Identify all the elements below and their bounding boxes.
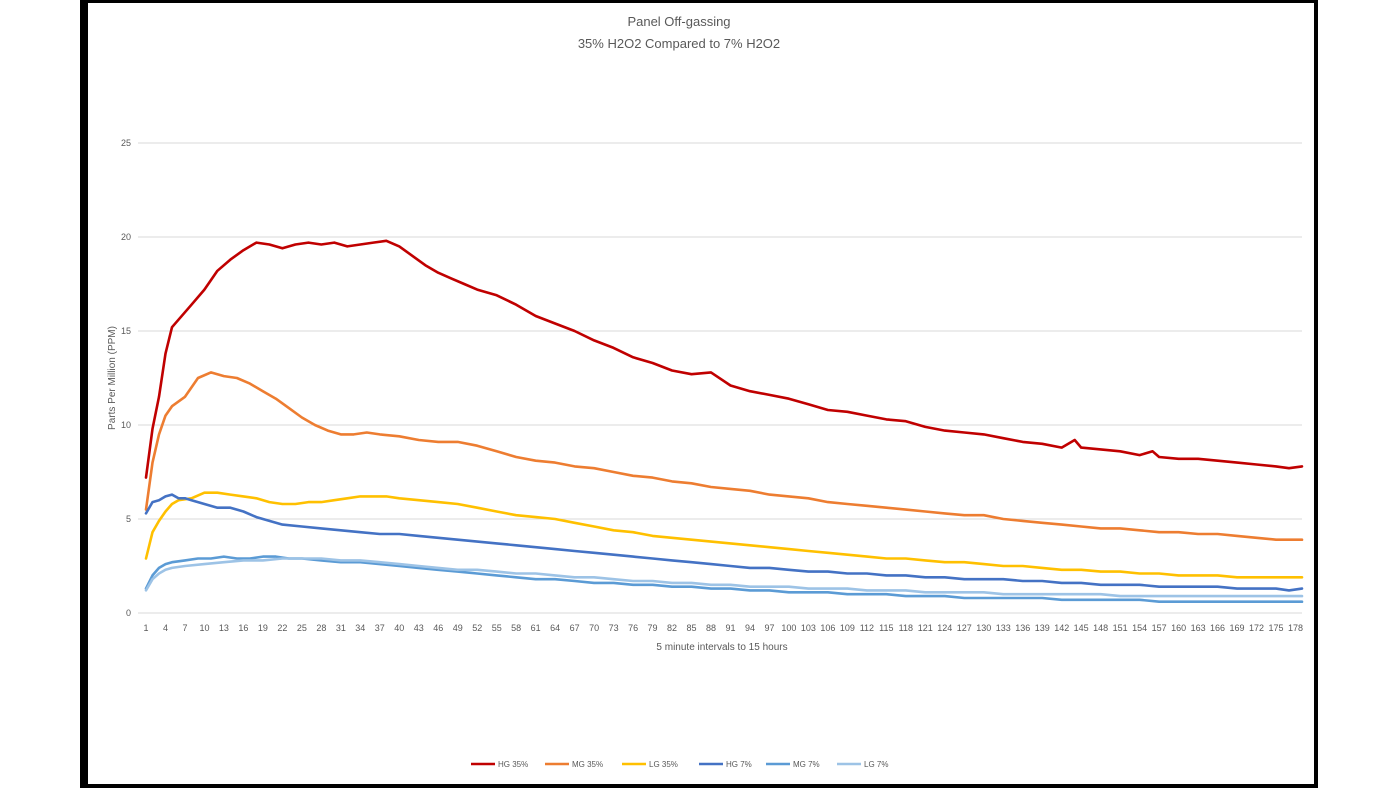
x-tick-label: 118 (899, 623, 913, 633)
series-line-lg-35- (144, 491, 1304, 579)
x-tick-label: 148 (1093, 623, 1108, 633)
x-tick-label: 4 (163, 623, 168, 633)
chart-subtitle: 35% H2O2 Compared to 7% H2O2 (578, 36, 780, 51)
x-tick-label: 28 (316, 623, 326, 633)
series-line-hg-7- (144, 493, 1304, 592)
x-tick-label: 79 (648, 623, 658, 633)
x-tick-label: 178 (1288, 623, 1303, 633)
y-tick-label: 5 (126, 514, 131, 524)
x-tick-label: 157 (1152, 623, 1167, 633)
x-tick-label: 37 (375, 623, 385, 633)
x-tick-label: 76 (628, 623, 638, 633)
x-tick-label: 151 (1113, 623, 1128, 633)
x-tick-label: 61 (531, 623, 541, 633)
legend-label: MG 35% (572, 760, 603, 769)
x-tick-label: 16 (238, 623, 248, 633)
x-tick-label: 70 (589, 623, 599, 633)
x-tick-label: 82 (667, 623, 677, 633)
x-tick-label: 130 (976, 623, 991, 633)
x-tick-label: 52 (472, 623, 482, 633)
series-line-mg-35- (144, 371, 1304, 542)
x-tick-label: 88 (706, 623, 716, 633)
gridlines (138, 142, 1302, 614)
x-tick-label: 160 (1171, 623, 1186, 633)
y-tick-label: 20 (121, 232, 131, 242)
chart-panel (88, 3, 1314, 784)
x-axis-title: 5 minute intervals to 15 hours (656, 642, 787, 653)
series-line-lg-7- (144, 557, 1304, 598)
x-tick-label: 13 (219, 623, 229, 633)
x-tick-label: 175 (1269, 623, 1284, 633)
x-tick-label: 97 (764, 623, 774, 633)
legend-label: HG 35% (498, 760, 528, 769)
x-tick-label: 58 (511, 623, 521, 633)
x-tick-label: 64 (550, 623, 560, 633)
y-tick-label: 25 (121, 138, 131, 148)
legend-label: HG 7% (726, 760, 752, 769)
x-tick-label: 109 (840, 623, 855, 633)
series-lines (144, 239, 1304, 604)
x-tick-labels: 1 4 7 10 13 16 19 22 25 28 31 34 37 40 43 46 49 52 55 58 61 6… (143, 623, 1303, 633)
series-line-hg-35- (144, 239, 1304, 479)
x-tick-label: 40 (394, 623, 404, 633)
y-tick-label: 15 (121, 326, 131, 336)
legend-label: MG 7% (793, 760, 820, 769)
chart-title: Panel Off-gassing (627, 14, 730, 29)
x-tick-label: 43 (414, 623, 424, 633)
x-tick-label: 19 (258, 623, 268, 633)
x-tick-label: 106 (820, 623, 835, 633)
x-tick-label: 139 (1035, 623, 1050, 633)
x-tick-label: 172 (1249, 623, 1264, 633)
x-tick-label: 121 (918, 623, 933, 633)
x-tick-label: 34 (355, 623, 365, 633)
x-tick-label: 22 (277, 623, 287, 633)
x-tick-label: 103 (801, 623, 816, 633)
x-tick-label: 55 (492, 623, 502, 633)
x-tick-label: 127 (957, 623, 972, 633)
x-tick-label: 133 (996, 623, 1011, 633)
x-tick-label: 112 (860, 623, 874, 633)
x-tick-label: 31 (336, 623, 346, 633)
x-tick-label: 49 (453, 623, 463, 633)
x-tick-label: 94 (745, 623, 755, 633)
y-tick-labels: 0 5 10 15 20 25 (121, 138, 131, 618)
y-tick-label: 10 (121, 420, 131, 430)
x-tick-label: 136 (1015, 623, 1030, 633)
x-tick-label: 91 (725, 623, 735, 633)
x-tick-label: 10 (199, 623, 209, 633)
x-tick-label: 154 (1132, 623, 1147, 633)
x-tick-label: 7 (182, 623, 187, 633)
x-tick-label: 67 (570, 623, 580, 633)
series-line-mg-7- (144, 555, 1304, 604)
y-axis-title: Parts Per Million (PPM) (107, 326, 118, 430)
x-tick-label: 124 (937, 623, 952, 633)
x-tick-label: 142 (1054, 623, 1069, 633)
legend-label: LG 7% (864, 760, 888, 769)
x-tick-label: 1 (143, 623, 148, 633)
x-tick-label: 145 (1074, 623, 1089, 633)
x-tick-label: 25 (297, 623, 307, 633)
x-tick-label: 163 (1191, 623, 1206, 633)
x-tick-label: 85 (687, 623, 697, 633)
x-tick-label: 115 (879, 623, 893, 633)
x-tick-label: 73 (609, 623, 619, 633)
x-tick-label: 166 (1210, 623, 1225, 633)
x-tick-label: 100 (781, 623, 796, 633)
x-tick-label: 169 (1230, 623, 1245, 633)
legend: HG 35% MG 35% LG 35% HG 7% MG 7% LG 7% (471, 760, 888, 769)
x-tick-label: 46 (433, 623, 443, 633)
y-tick-label: 0 (126, 608, 131, 618)
legend-label: LG 35% (649, 760, 678, 769)
